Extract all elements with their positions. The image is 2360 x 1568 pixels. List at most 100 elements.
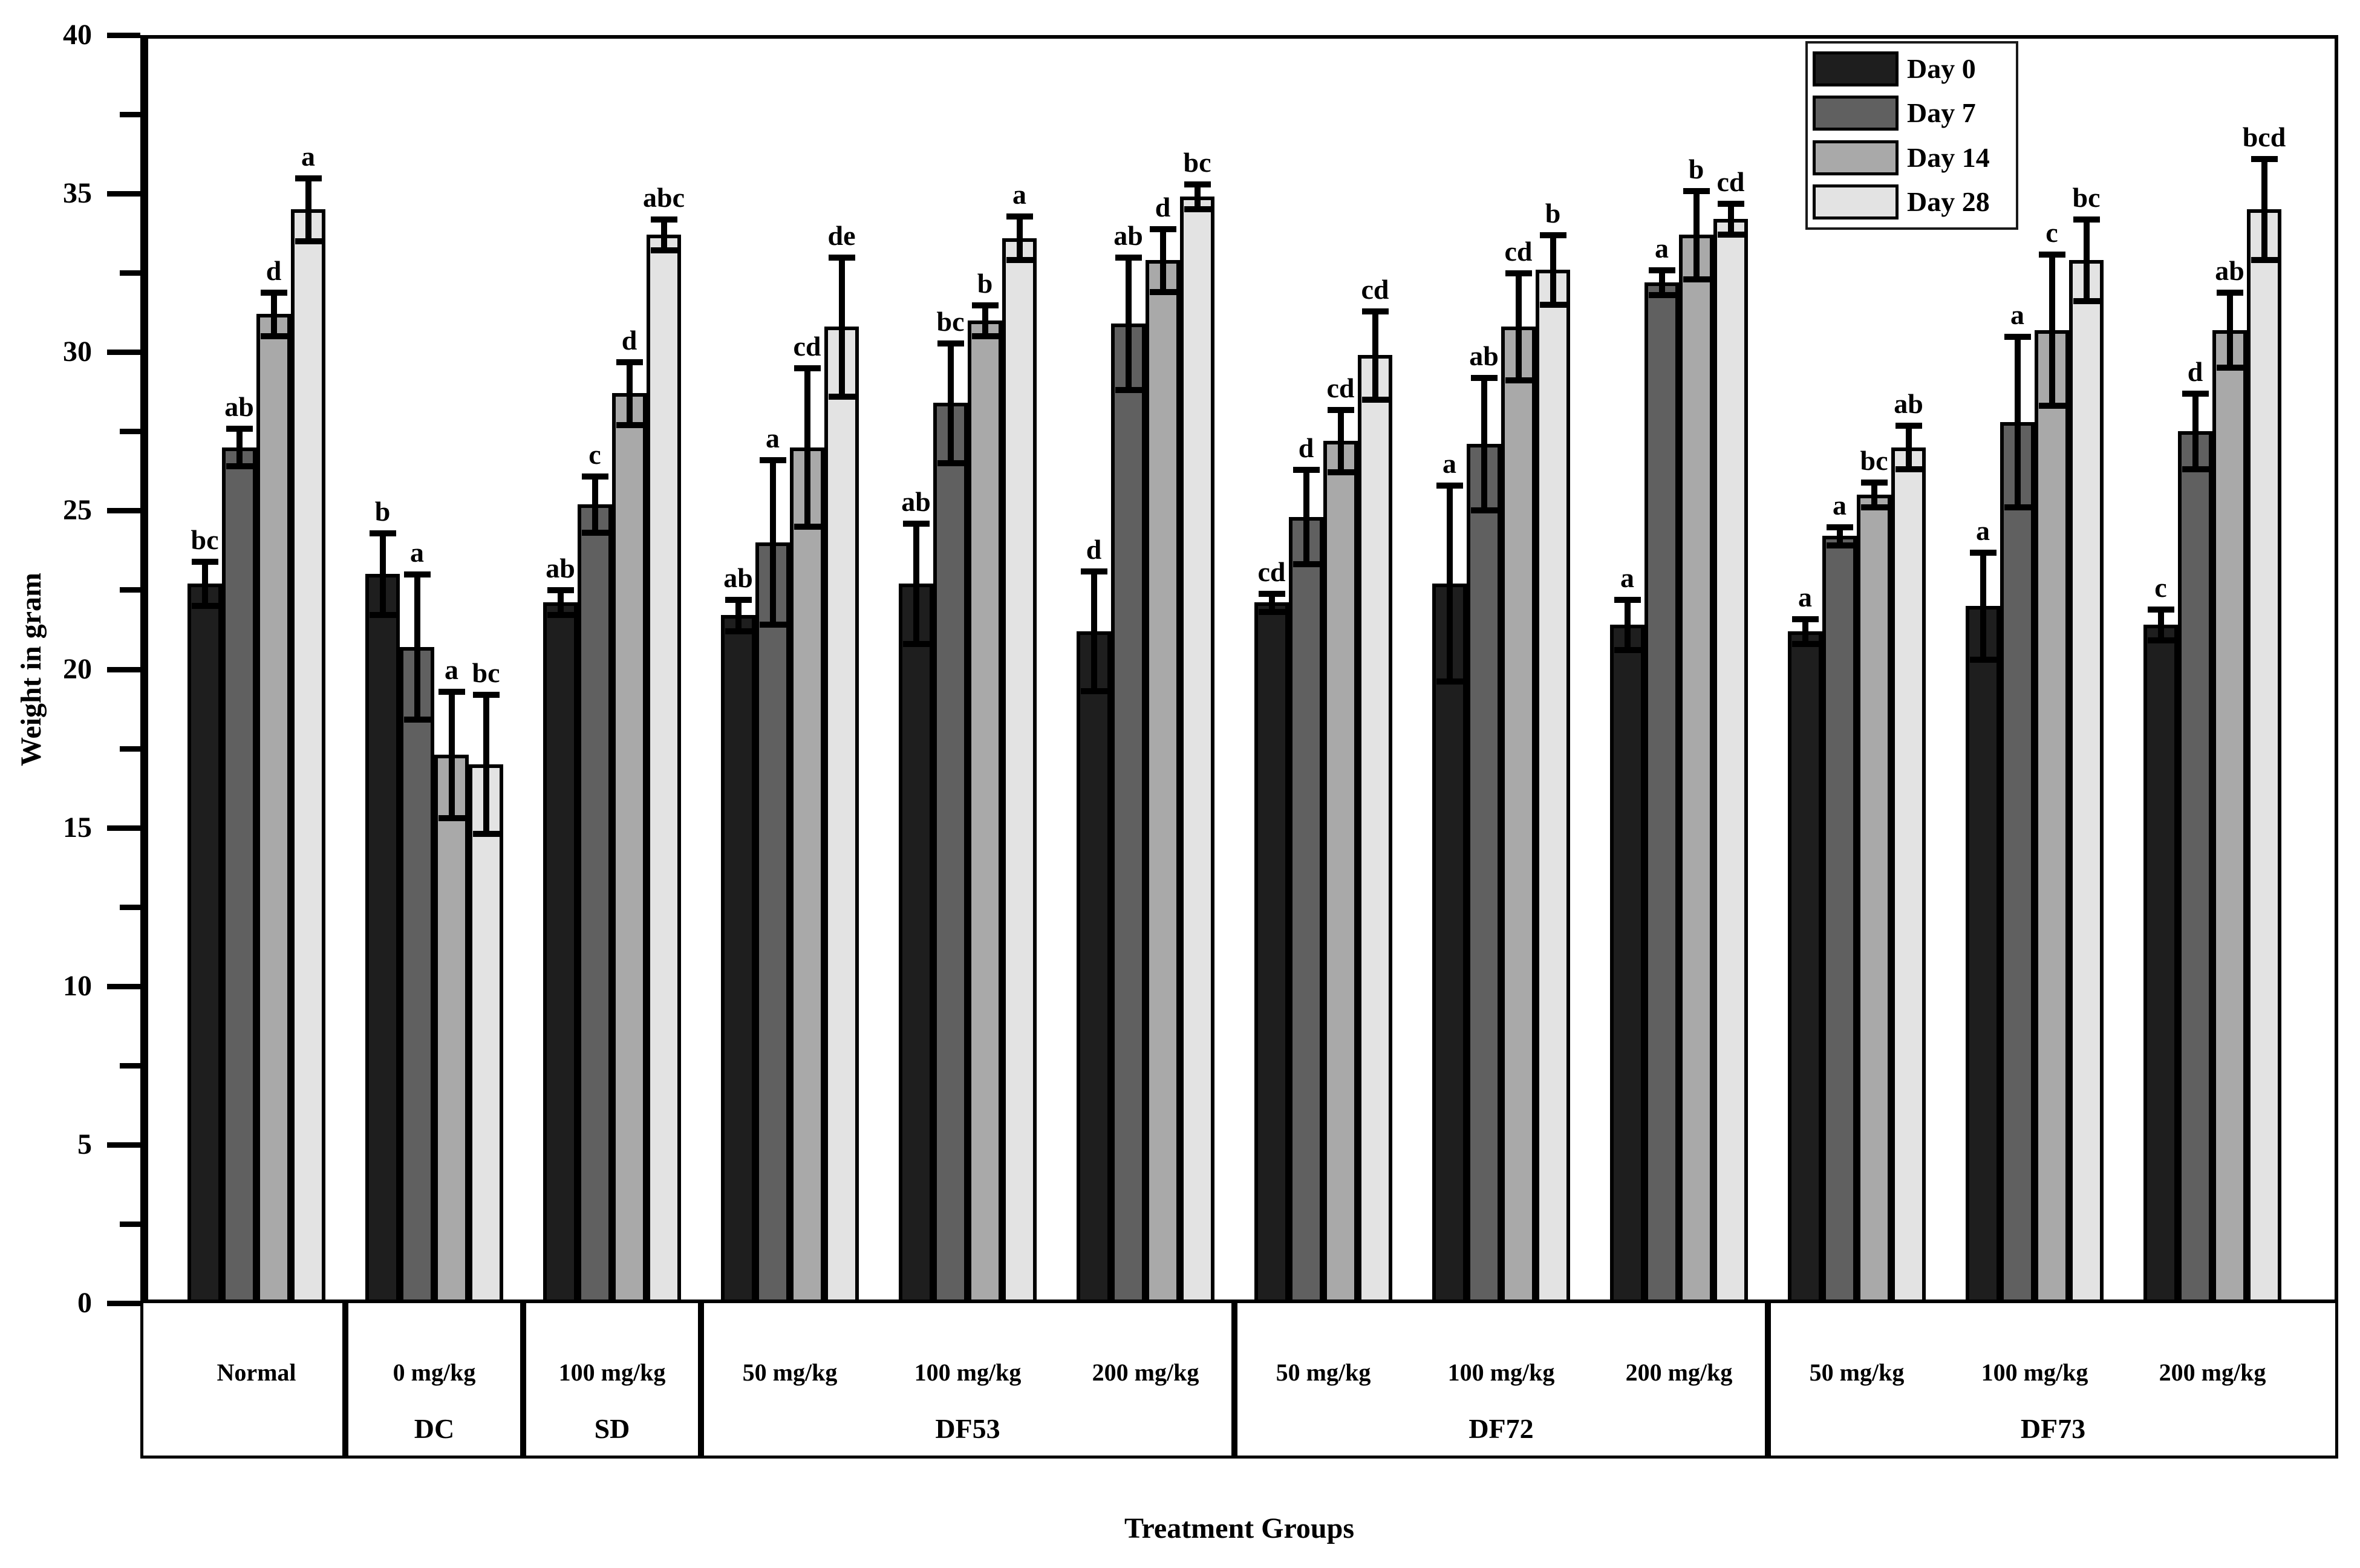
error-bar-cap-bottom — [1006, 257, 1033, 264]
y-minor-tick — [120, 904, 140, 910]
error-bar-cap-bottom — [1791, 640, 1819, 647]
bar-day-28 — [1002, 238, 1037, 1303]
significance-letter: d — [1086, 533, 1102, 565]
significance-letter: cd — [1504, 236, 1533, 267]
section-box-df73 — [1768, 1303, 2338, 1459]
y-major-tick — [107, 983, 140, 989]
bar-day-28 — [469, 764, 503, 1303]
error-bar-cap-bottom — [581, 530, 608, 536]
legend-item-day-14: Day 14 — [1813, 138, 2011, 177]
error-bar-cap-top — [191, 559, 218, 565]
section-box-df72 — [1234, 1303, 1768, 1459]
bar-day-14 — [2212, 330, 2247, 1303]
error-bar-line — [1802, 618, 1808, 644]
error-bar-cap-top — [472, 692, 500, 698]
error-bar-line — [448, 691, 455, 818]
significance-letter: de — [827, 220, 856, 251]
error-bar-cap-top — [650, 216, 677, 223]
bar-day-0 — [899, 583, 933, 1303]
error-bar-cap-bottom — [2004, 504, 2031, 511]
dose-label: 50 mg/kg — [1809, 1359, 1905, 1386]
legend-item-day-28: Day 28 — [1813, 183, 2011, 221]
significance-letter: b — [1545, 198, 1561, 229]
y-minor-tick — [120, 429, 140, 435]
y-tick-label: 25 — [63, 494, 92, 527]
error-bar-line — [305, 177, 311, 241]
dose-label: 100 mg/kg — [1447, 1359, 1555, 1386]
significance-letter: a — [410, 537, 424, 568]
error-bar-cap-top — [1683, 187, 1710, 194]
error-bar-cap-top — [581, 473, 608, 480]
error-bar-cap-top — [2216, 289, 2243, 296]
error-bar-line — [1372, 311, 1378, 400]
error-bar-line — [379, 533, 386, 616]
bar-day-0 — [543, 602, 578, 1303]
significance-letter: ab — [723, 562, 753, 594]
significance-letter: b — [374, 496, 391, 527]
y-tick-label: 15 — [63, 811, 92, 844]
error-bar-line — [1836, 526, 1843, 546]
significance-letter: cd — [1326, 372, 1355, 403]
error-bar-line — [1624, 599, 1631, 651]
bar-day-14 — [1323, 441, 1358, 1303]
error-bar-cap-top — [1149, 226, 1176, 232]
significance-letter: ab — [1113, 220, 1143, 251]
error-bar-cap-top — [1969, 549, 1997, 556]
significance-letter: a — [1655, 232, 1669, 264]
significance-letter: a — [301, 140, 315, 172]
error-bar-cap-bottom — [1258, 609, 1285, 616]
error-bar-cap-bottom — [295, 238, 322, 244]
error-bar-line — [1446, 485, 1453, 682]
significance-letter: a — [1012, 178, 1026, 210]
error-bar-cap-bottom — [1115, 387, 1142, 394]
error-bar-cap-bottom — [794, 523, 821, 530]
significance-letter: bc — [472, 657, 500, 689]
legend-item-day-7: Day 7 — [1813, 94, 2011, 132]
error-bar-cap-bottom — [1080, 688, 1107, 695]
error-bar-cap-top — [438, 689, 465, 695]
error-bar-cap-top — [1717, 200, 1744, 207]
legend-swatch-day-28 — [1813, 184, 1899, 220]
significance-letter: cd — [793, 331, 821, 362]
error-bar-line — [2261, 158, 2267, 261]
error-bar-line — [1337, 409, 1344, 473]
error-bar-line — [270, 291, 277, 337]
error-bar-cap-bottom — [1361, 396, 1389, 403]
error-bar-line — [804, 368, 810, 527]
bar-day-0 — [2143, 625, 2178, 1303]
bar-day-7 — [933, 403, 968, 1303]
y-minor-tick — [120, 746, 140, 752]
error-bar-cap-bottom — [1826, 542, 1853, 549]
significance-letter: ab — [546, 553, 575, 584]
error-bar-cap-bottom — [472, 831, 500, 838]
error-bar-line — [913, 523, 919, 644]
dose-label: 100 mg/kg — [1981, 1359, 2088, 1386]
y-tick-label: 40 — [63, 19, 92, 51]
bar-day-7 — [1111, 324, 1146, 1303]
y-minor-tick — [120, 1062, 140, 1069]
legend-swatch-day-7 — [1813, 96, 1899, 131]
x-axis-title: Treatment Groups — [1124, 1512, 1354, 1544]
error-bar-cap-top — [2182, 391, 2209, 397]
significance-letter: a — [2010, 299, 2024, 331]
section-label-df72: DF72 — [1468, 1413, 1534, 1444]
dose-label: 200 mg/kg — [2159, 1359, 2266, 1386]
error-bar-cap-bottom — [650, 247, 677, 254]
error-bar-line — [2192, 393, 2199, 470]
error-bar-cap-top — [1505, 270, 1532, 277]
error-bar-cap-top — [1115, 254, 1142, 261]
bar-day-28 — [291, 209, 325, 1303]
legend-swatch-day-14 — [1813, 140, 1899, 175]
significance-letter: a — [1442, 448, 1456, 480]
error-bar-cap-top — [260, 289, 287, 296]
y-minor-tick — [120, 112, 140, 118]
error-bar-cap-bottom — [2216, 365, 2243, 371]
error-bar-line — [1980, 551, 1986, 660]
y-axis-line — [140, 35, 148, 1303]
significance-letter: ab — [901, 486, 931, 518]
section-label-dc: DC — [414, 1413, 455, 1444]
error-bar-cap-top — [1292, 467, 1320, 473]
error-bar-cap-top — [2147, 606, 2174, 613]
bar-day-7 — [2178, 431, 2212, 1303]
error-bar-cap-top — [937, 340, 964, 346]
